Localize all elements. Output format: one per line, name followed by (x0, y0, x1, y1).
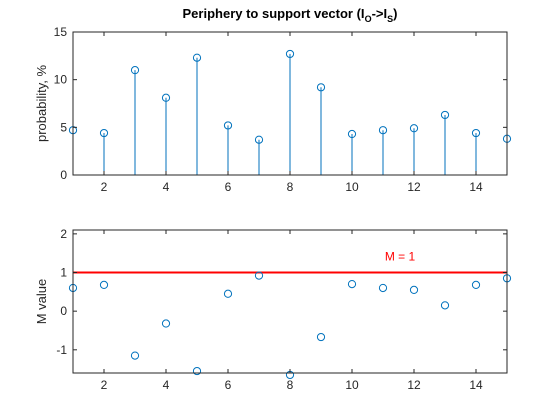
bottom-y-tick-label: 2 (60, 227, 67, 241)
scatter-point (316, 332, 326, 342)
bottom-y-tick-label: -1 (56, 343, 67, 357)
bottom-y-tick-label: 0 (60, 304, 67, 318)
scatter-point (161, 319, 171, 328)
top-y-tick-label: 0 (60, 168, 67, 182)
bottom-x-tick-label: 8 (287, 378, 294, 392)
bottom-axes-box (72, 229, 508, 374)
top-x-tick-label: 8 (287, 180, 294, 194)
top-axes-box (72, 31, 508, 176)
scatter-point (254, 271, 264, 280)
top-x-tick-label: 12 (407, 180, 421, 194)
reference-line-label: M = 1 (385, 250, 416, 264)
stem-marker (471, 128, 481, 138)
bottom-y-tick-label: 1 (60, 266, 67, 280)
scatter-point (130, 351, 140, 360)
stem-marker (161, 93, 171, 102)
top-x-tick-label: 6 (225, 180, 232, 194)
title-end: ) (393, 6, 397, 21)
stem-marker (409, 124, 419, 133)
stem-marker (347, 129, 357, 139)
top-y-tick-label: 5 (60, 120, 67, 134)
stem-marker (378, 126, 388, 135)
bottom-x-tick-label: 2 (101, 378, 108, 392)
chart-title: Periphery to support vector (IO->IS) (183, 6, 398, 24)
stem-marker (316, 83, 326, 92)
top-x-tick-label: 14 (469, 180, 483, 194)
title-main: Periphery to support vector (I (183, 6, 365, 21)
stem-marker (285, 49, 295, 59)
scatter-point (192, 366, 202, 376)
title-subscript-s: S (387, 14, 393, 24)
scatter-point (378, 283, 388, 293)
title-arrow: ->I (372, 6, 388, 21)
top-x-tick-label: 10 (345, 180, 359, 194)
stem-marker (99, 128, 109, 138)
scatter-point (223, 289, 233, 298)
bottom-x-tick-label: 12 (407, 378, 421, 392)
bottom-x-tick-label: 10 (345, 378, 359, 392)
stem-marker (254, 135, 264, 144)
bottom-x-tick-label: 4 (163, 378, 170, 392)
stem-marker (440, 110, 450, 120)
scatter-point (409, 285, 419, 295)
top-stem-marks (68, 49, 512, 175)
top-x-tick-label: 2 (101, 180, 108, 194)
bottom-x-tick-label: 14 (469, 378, 483, 392)
scatter-point (99, 280, 109, 289)
bottom-x-tick-label: 6 (225, 378, 232, 392)
stem-marker (130, 66, 140, 75)
stem-marker (192, 53, 202, 62)
top-axis-ticks: 2 4 6 8 10 12 14 0 5 10 15 (54, 25, 507, 194)
top-y-tick-label: 15 (54, 25, 68, 39)
scatter-point (440, 301, 450, 310)
stem-marker (223, 121, 233, 130)
top-x-tick-label: 4 (163, 180, 170, 194)
bottom-y-axis-label: M value (34, 279, 49, 325)
top-axes: Periphery to support vector (IO->IS) pro… (34, 6, 512, 194)
title-subscript-o: O (365, 14, 372, 24)
top-y-axis-label: probability, % (34, 65, 49, 143)
top-y-tick-label: 10 (54, 73, 68, 87)
bottom-scatter-marks: M = 1 (68, 250, 512, 380)
scatter-point (471, 280, 481, 289)
scatter-point (347, 280, 357, 289)
